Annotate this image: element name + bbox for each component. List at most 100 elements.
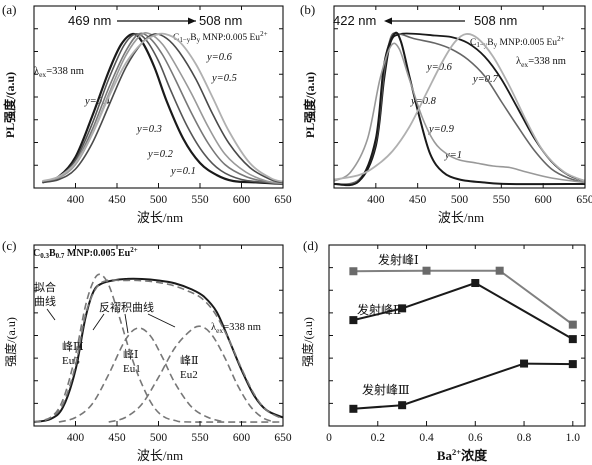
panel-a-axes: 400 450 500 550 600 650 — [33, 5, 292, 206]
panel-a-xtick-label: 650 — [274, 194, 292, 206]
panel-c-xtick-label: 500 — [150, 432, 168, 444]
panel-b-formula: C1−yBy MNP:0.005 Eu2+ — [470, 35, 565, 49]
panel-a-formula: C1−yBy MNP:0.005 Eu2+ — [173, 30, 268, 44]
panel-d-xtick-label: 0.4 — [419, 432, 434, 444]
panel-a-lambda: λex=338 nm — [34, 66, 84, 79]
panel-c-xtick-label: 600 — [233, 432, 251, 444]
panel-c-peak2-id: Eu2 — [180, 369, 198, 381]
panel-c-tag: (c) — [2, 238, 16, 253]
panel-a-label-y03: y=0.3 — [136, 124, 162, 135]
panel-b-end-nm: 508 nm — [474, 13, 517, 28]
panel-c-deconv-pointer-2 — [124, 313, 129, 334]
panel-d-xtick-label: 0.6 — [468, 432, 483, 444]
panel-a-xtick-label: 600 — [233, 194, 251, 206]
panel-b-start-nm: 422 nm — [333, 13, 376, 28]
panel-a-xtick-label: 450 — [108, 194, 126, 206]
panel-d-axes: 0 0.2 0.4 0.6 0.8 1.0 — [326, 244, 586, 444]
panel-d-line-0 — [353, 269, 574, 326]
panel-d-marker — [568, 360, 577, 369]
panel-b-series-3 — [333, 42, 586, 184]
panel-d-xlabel: Ba2+浓度 — [437, 447, 488, 463]
panel-c-deconv-pointer-1 — [92, 313, 105, 331]
panel-c-xtick-label: 400 — [67, 432, 85, 444]
panel-d-legend-peak2: 发射峰Ⅱ — [357, 302, 401, 317]
panel-c-deconv-pointer-3 — [147, 313, 176, 328]
panel-c-fit-pointer — [46, 308, 56, 321]
panel-b-xtick-label: 450 — [409, 194, 427, 206]
panel-c-lambda: λex=338 nm — [211, 322, 261, 335]
panel-c-xtick-label: 550 — [191, 432, 209, 444]
panel-a-series-2 — [42, 32, 284, 185]
panel-b-xtick-label: 400 — [367, 194, 385, 206]
panel-d-lines — [349, 266, 577, 413]
panel-b-label-y07: y=0.7 — [472, 74, 499, 85]
panel-c-series-3 — [58, 327, 226, 423]
panel-d-marker — [349, 267, 358, 276]
panel-d-xtick-label: 0 — [326, 432, 332, 444]
panel-d-marker — [520, 359, 529, 368]
panel-c-series-0 — [33, 277, 284, 423]
panel-a-label-y05: y=0.5 — [211, 73, 237, 84]
panel-c-axes: 400 450 500 550 600 650 — [33, 244, 292, 444]
panel-d-marker — [398, 304, 407, 313]
panel-a-series-4 — [42, 33, 284, 184]
panel-a-label-y01: y=0.1 — [170, 166, 196, 177]
panel-a-xtick-label: 400 — [67, 194, 85, 206]
panel-c-peak2-name: 峰Ⅱ — [180, 354, 198, 367]
panel-d-marker — [398, 401, 407, 410]
panel-c-series-4 — [108, 325, 275, 423]
panel-b-xtick-label: 600 — [535, 194, 553, 206]
panel-a-label-y02: y=0.2 — [147, 149, 174, 160]
panel-d-xtick-label: 0.2 — [371, 432, 386, 444]
panel-d-marker — [471, 279, 480, 288]
panel-c-formula: C0.3B0.7 MNP:0.005 Eu2+ — [33, 246, 138, 260]
panel-b-xlabel: 波长/nm — [438, 210, 484, 225]
panel-a-xtick-label: 500 — [150, 194, 168, 206]
panel-d-marker — [349, 316, 358, 325]
panel-a-xtick-label: 550 — [191, 194, 209, 206]
panel-c-ylabel: 强度/(a.u) — [3, 317, 18, 367]
panel-b-curves — [333, 31, 586, 187]
panel-c-fit-label-2: 曲线 — [34, 294, 56, 308]
panel-d-line-2 — [353, 362, 573, 410]
panel-b-label-y09: y=0.9 — [428, 124, 455, 135]
panel-b-lambda: λex=338 nm — [516, 56, 566, 69]
panel-a-arrow-head — [188, 17, 196, 25]
panel-c-series-2 — [33, 273, 284, 423]
panel-d-ylabel: 强度/(a.u) — [300, 317, 315, 367]
panel-b: (b) PL强度/(a.u) 波长/nm 422 nm 508 nm C1−yB… — [300, 2, 592, 225]
panel-d-frame — [328, 244, 586, 427]
panel-d-legend-peak1: 发射峰Ⅰ — [378, 252, 419, 267]
panel-a-tag: (a) — [2, 2, 16, 17]
panel-b-tag: (b) — [300, 2, 315, 17]
panel-a-label-y06: y=0.6 — [206, 52, 233, 63]
panel-c-deconv-label: 反褶积曲线 — [99, 300, 154, 314]
panel-c-xlabel: 波长/nm — [137, 448, 183, 463]
panel-c-fit-label-1: 拟合 — [34, 280, 56, 294]
panel-c-xtick-label: 450 — [108, 432, 126, 444]
panel-b-label-y1: y=1 — [444, 150, 462, 161]
panel-c-xtick-label: 650 — [274, 432, 292, 444]
panel-b-xtick-label: 550 — [493, 194, 511, 206]
panel-b-xtick-label: 500 — [451, 194, 469, 206]
panel-d-marker — [495, 266, 504, 275]
panel-b-arrow-head — [384, 17, 392, 25]
panel-a-end-nm: 508 nm — [199, 13, 242, 28]
panel-d-marker — [422, 266, 431, 275]
panel-d-xtick-label: 0.8 — [517, 432, 532, 444]
panel-a-start-nm: 469 nm — [68, 13, 111, 28]
panel-a-series-5 — [42, 32, 284, 183]
panel-a-series-1 — [42, 32, 284, 185]
panel-d-marker — [568, 335, 577, 344]
panel-b-axes: 400 450 500 550 600 650 — [333, 5, 592, 206]
panel-a-xlabel: 波长/nm — [137, 210, 183, 225]
panel-a-ylabel: PL强度/(a.u) — [2, 72, 17, 138]
panel-b-xtick-label: 650 — [576, 194, 592, 206]
panel-a-series-0 — [41, 32, 284, 186]
panel-a-curves — [41, 32, 284, 186]
panel-d-xtick-label: 1.0 — [566, 432, 581, 444]
panel-c-curves — [33, 273, 284, 423]
panel-b-series-4 — [333, 32, 586, 182]
panel-a: (a) PL强度/(a.u) 波长/nm 469 nm 508 nm C1−yB… — [2, 2, 292, 225]
